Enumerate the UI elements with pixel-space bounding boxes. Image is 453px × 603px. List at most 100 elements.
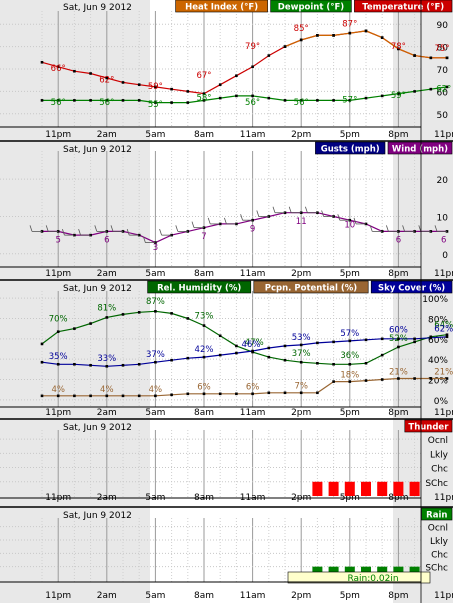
data-point	[40, 99, 44, 102]
data-point	[429, 377, 433, 380]
x-tick-label: 11am	[240, 130, 266, 140]
x-tick-label: 5pm	[340, 269, 360, 279]
bar	[393, 481, 404, 496]
data-point	[267, 355, 271, 359]
panel-humidity: 100% 80% 60% 40% 20% 0% Sat, Jun 9 2012 Sky Cov…	[0, 280, 453, 420]
legend-1	[404, 419, 453, 433]
data-label: 4%	[100, 385, 114, 395]
data-point	[137, 311, 141, 314]
x-tick-label: 2pm	[291, 269, 311, 279]
data-label: 75°	[435, 44, 450, 54]
data-point	[137, 394, 141, 398]
data-point	[397, 337, 400, 341]
y-tick-label: 60	[437, 88, 449, 98]
data-label: 56°	[51, 98, 66, 108]
data-point	[218, 96, 222, 100]
data-point	[105, 99, 109, 102]
y-tick-label: 40%	[428, 356, 448, 366]
barb-flag	[353, 217, 357, 225]
x-tick-label: 11pm	[434, 493, 453, 503]
data-point	[137, 362, 141, 366]
barb-flag	[337, 214, 341, 221]
data-point	[73, 362, 76, 366]
data-point	[186, 101, 190, 104]
data-point	[235, 344, 238, 348]
data-label: 64%	[434, 321, 453, 331]
data-point	[299, 391, 303, 395]
x-tick-label: 11pm	[434, 591, 453, 601]
night-shading	[393, 281, 453, 420]
wind-barb	[207, 217, 221, 225]
rain-amount-box	[287, 571, 431, 584]
night-shading	[0, 420, 150, 508]
data-point	[56, 99, 60, 102]
y-tick-label: 50	[437, 111, 449, 121]
data-label: 7	[201, 232, 206, 242]
data-label: 52%	[389, 334, 408, 344]
bar	[361, 481, 371, 496]
data-label: 62°	[99, 75, 114, 85]
data-point	[170, 101, 173, 104]
wind-barb	[240, 214, 253, 221]
data-point	[299, 38, 303, 42]
panel-wind: 20 10 0 Sat, Jun 9 2012 Wind (mph) Gusts (mph…	[0, 141, 453, 281]
data-label: 37%	[292, 349, 311, 359]
data-point	[429, 336, 433, 340]
data-label: 70%	[49, 315, 68, 325]
data-label: 42%	[195, 345, 214, 355]
data-point	[397, 92, 400, 95]
legend-label: Dewpoint (°F)	[278, 3, 345, 13]
wind-barb	[45, 225, 59, 232]
wind-barb	[256, 210, 269, 217]
x-tick-label: 11pm	[45, 408, 71, 418]
x-tick-label: 2am	[97, 591, 117, 601]
x-tick-label: 11pm	[45, 269, 71, 279]
wind-barb	[386, 225, 399, 232]
legend-label: Thunder	[408, 423, 449, 433]
wind-barb	[434, 225, 447, 232]
panel-temperature: 90 80 70 60 50 Sat, Jun 9 2012 Temperature (°F…	[0, 0, 453, 142]
barb-flag	[110, 225, 114, 232]
data-point	[397, 47, 400, 51]
x-tick-label: 11pm	[45, 591, 71, 601]
wind-barb	[78, 229, 91, 236]
date-label: Sat, Jun 9 2012	[63, 423, 132, 433]
data-label: 18%	[340, 371, 359, 381]
data-point	[218, 83, 222, 86]
barb-flag	[305, 206, 308, 213]
data-point	[251, 94, 254, 98]
legend-2	[270, 0, 352, 13]
wind-barb	[224, 217, 237, 225]
data-point	[364, 96, 368, 100]
data-point	[89, 394, 92, 398]
data-point	[267, 346, 271, 350]
data-point	[316, 361, 319, 365]
data-label: 59°	[391, 91, 406, 101]
day-background	[150, 281, 393, 420]
panel-rain: Ocnl Lkly Chc SChc Sat, Jun 9 2012 Rain 11pm 2a…	[0, 507, 453, 603]
data-point	[316, 211, 319, 215]
data-point	[445, 377, 449, 380]
barb-flag	[143, 236, 146, 243]
data-label: 6	[104, 236, 109, 246]
x-tick-label: 2pm	[291, 408, 311, 418]
barb-flag	[45, 225, 49, 232]
data-point	[429, 87, 433, 91]
data-label: 87°	[342, 19, 357, 29]
data-point	[56, 362, 60, 366]
x-tick-label: 8am	[194, 591, 214, 601]
y-tick-label: SChc	[425, 564, 448, 574]
wind-barb	[353, 217, 366, 225]
wind-barb	[272, 206, 285, 214]
data-label: 47%	[245, 338, 264, 348]
data-point	[105, 76, 109, 80]
data-point	[40, 342, 44, 346]
y-tick-label: 10	[437, 213, 449, 223]
barb-flag	[369, 225, 373, 232]
date-label: Sat, Jun 9 2012	[63, 284, 132, 294]
data-label: 57°	[342, 96, 357, 106]
legend-2	[253, 280, 369, 294]
data-point	[413, 337, 416, 341]
data-label: 87%	[146, 297, 165, 307]
bar	[328, 481, 339, 496]
